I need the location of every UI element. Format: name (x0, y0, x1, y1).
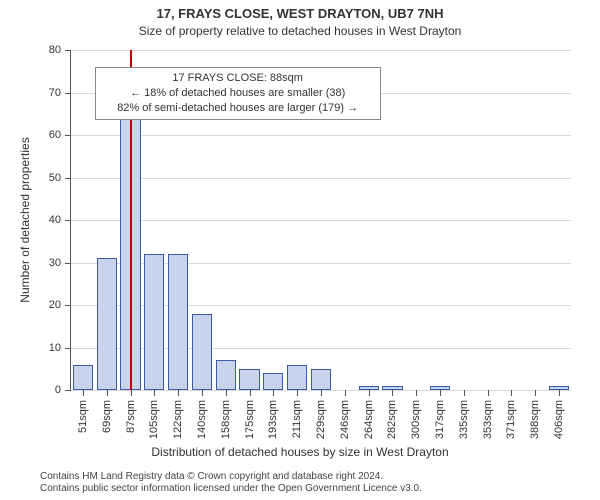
x-tick-label: 51sqm (77, 390, 89, 433)
gridline (71, 50, 571, 51)
histogram-bar (192, 314, 212, 391)
chart-supertitle: 17, FRAYS CLOSE, WEST DRAYTON, UB7 7NH (0, 6, 600, 21)
y-tick-label: 60 (49, 129, 71, 141)
histogram-bar (239, 369, 259, 390)
x-tick-label: 317sqm (434, 390, 446, 439)
x-tick-label: 193sqm (267, 390, 279, 439)
annotation-line: ← 18% of detached houses are smaller (38… (102, 86, 374, 101)
annotation-box: 17 FRAYS CLOSE: 88sqm← 18% of detached h… (95, 67, 381, 120)
x-tick-label: 246sqm (339, 390, 351, 439)
y-tick-label: 10 (49, 342, 71, 354)
x-tick-label: 335sqm (458, 390, 470, 439)
x-tick-label: 175sqm (244, 390, 256, 439)
histogram-bar (287, 365, 307, 391)
histogram-bar (263, 373, 283, 390)
plot-area: 0102030405060708051sqm69sqm87sqm105sqm12… (70, 50, 571, 391)
footer-line-2: Contains public sector information licen… (40, 483, 422, 494)
y-tick-label: 20 (49, 299, 71, 311)
x-tick-label: 371sqm (505, 390, 517, 439)
histogram-bar (216, 360, 236, 390)
y-tick-label: 0 (55, 384, 71, 396)
x-tick-label: 87sqm (125, 390, 137, 433)
y-tick-label: 30 (49, 257, 71, 269)
x-tick-label: 264sqm (363, 390, 375, 439)
x-tick-label: 69sqm (101, 390, 113, 433)
x-tick-label: 122sqm (172, 390, 184, 439)
x-tick-label: 388sqm (529, 390, 541, 439)
gridline (71, 220, 571, 221)
y-tick-label: 50 (49, 172, 71, 184)
y-axis-label: Number of detached properties (18, 50, 32, 390)
histogram-bar (168, 254, 188, 390)
y-tick-label: 70 (49, 87, 71, 99)
histogram-bar (144, 254, 164, 390)
y-tick-label: 40 (49, 214, 71, 226)
x-tick-label: 406sqm (553, 390, 565, 439)
x-tick-label: 229sqm (315, 390, 327, 439)
histogram-bar (73, 365, 93, 391)
gridline (71, 178, 571, 179)
figure: 17, FRAYS CLOSE, WEST DRAYTON, UB7 7NH S… (0, 0, 600, 500)
histogram-bar (311, 369, 331, 390)
x-axis-label: Distribution of detached houses by size … (0, 445, 600, 459)
footer-line-1: Contains HM Land Registry data © Crown c… (40, 471, 383, 482)
x-tick-label: 211sqm (291, 390, 303, 438)
x-tick-label: 140sqm (196, 390, 208, 439)
x-tick-label: 353sqm (482, 390, 494, 439)
x-tick-label: 105sqm (148, 390, 160, 439)
annotation-line: 82% of semi-detached houses are larger (… (102, 101, 374, 116)
gridline (71, 135, 571, 136)
annotation-line: 17 FRAYS CLOSE: 88sqm (102, 71, 374, 86)
histogram-bar (97, 258, 117, 390)
x-tick-label: 282sqm (386, 390, 398, 439)
chart-title: Size of property relative to detached ho… (0, 24, 600, 38)
x-tick-label: 158sqm (220, 390, 232, 439)
x-tick-label: 300sqm (410, 390, 422, 439)
y-tick-label: 80 (49, 44, 71, 56)
